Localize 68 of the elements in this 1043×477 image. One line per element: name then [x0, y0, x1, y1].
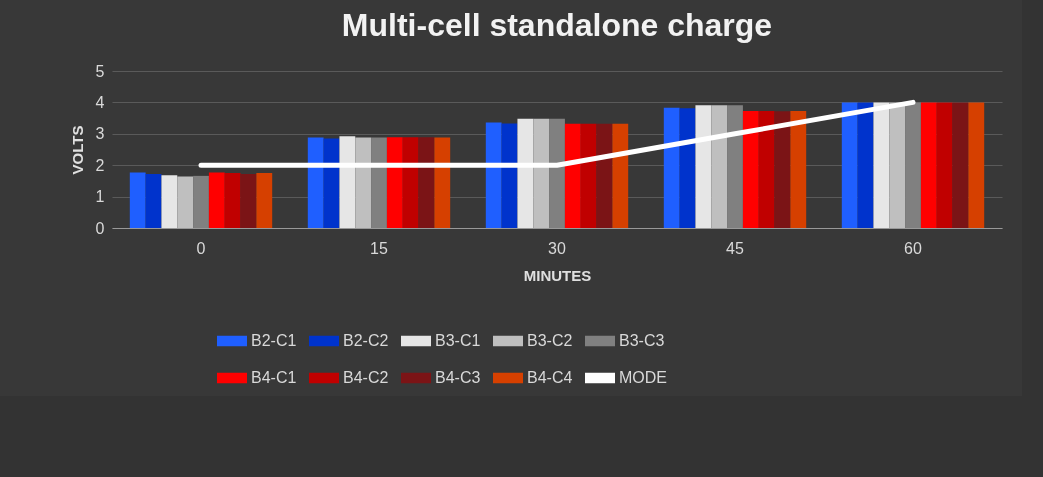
bar: [596, 123, 613, 228]
y-tick-label: 4: [95, 93, 105, 111]
y-tick-label: 5: [95, 62, 105, 80]
bar: [485, 122, 502, 228]
bar: [564, 123, 581, 228]
bar: [695, 105, 712, 228]
bar: [612, 123, 629, 228]
legend-label: MODE: [619, 369, 667, 386]
bar: [371, 137, 387, 228]
legend-label: B3-C1: [435, 332, 481, 349]
bar: [905, 102, 921, 228]
bar: [889, 102, 906, 228]
bar: [936, 102, 953, 228]
x-axis-title: MINUTES: [523, 266, 592, 284]
y-tick-label: 1: [95, 188, 105, 206]
bar: [339, 136, 356, 228]
bar: [790, 110, 807, 228]
bar: [857, 102, 874, 228]
legend-label: B4-C4: [527, 369, 573, 386]
bar: [841, 102, 858, 228]
bar: [434, 137, 451, 228]
x-tick-label: 0: [196, 239, 206, 257]
legend-label: B4-C3: [435, 369, 481, 386]
legend-label: B2-C1: [251, 332, 297, 349]
bar: [533, 118, 550, 228]
bar: [145, 173, 162, 228]
x-tick-label: 45: [726, 239, 744, 257]
bar: [549, 118, 565, 228]
chart-title: Multi-cell standalone charge: [341, 7, 773, 43]
x-tick-label: 30: [548, 239, 566, 257]
legend-label: B3-C2: [527, 332, 573, 349]
bar: [968, 102, 985, 228]
bar: [679, 108, 696, 228]
x-tick-label: 60: [904, 239, 922, 257]
bar: [208, 172, 225, 228]
legend-label: B4-C1: [251, 369, 297, 386]
bar: [402, 137, 419, 228]
legend-label: B2-C2: [343, 332, 389, 349]
bar: [758, 110, 775, 228]
bar: [920, 102, 937, 228]
x-tick-label: 15: [370, 239, 388, 257]
bar: [355, 137, 372, 228]
y-tick-label: 3: [95, 125, 105, 143]
bar: [517, 118, 534, 228]
bar: [663, 107, 680, 228]
y-tick-label: 2: [95, 156, 105, 174]
bar: [129, 172, 146, 228]
y-axis-title: VOLTS: [68, 125, 86, 175]
bar: [742, 110, 759, 228]
legend-label: B4-C2: [343, 369, 389, 386]
bar: [224, 173, 241, 228]
bar: [386, 137, 403, 228]
bar: [177, 176, 194, 228]
bar: [774, 111, 791, 228]
y-tick-label: 0: [95, 219, 105, 237]
bar: [161, 175, 178, 228]
bar: [727, 105, 743, 228]
legend-label: B3-C3: [619, 332, 665, 349]
bar: [580, 123, 597, 228]
bar: [952, 102, 969, 228]
bar: [418, 137, 435, 228]
bar: [307, 137, 324, 228]
bar: [501, 123, 518, 228]
bar: [873, 102, 890, 228]
bar: [193, 175, 209, 228]
bar: [711, 105, 728, 228]
bar: [256, 173, 273, 228]
bar: [240, 173, 257, 228]
